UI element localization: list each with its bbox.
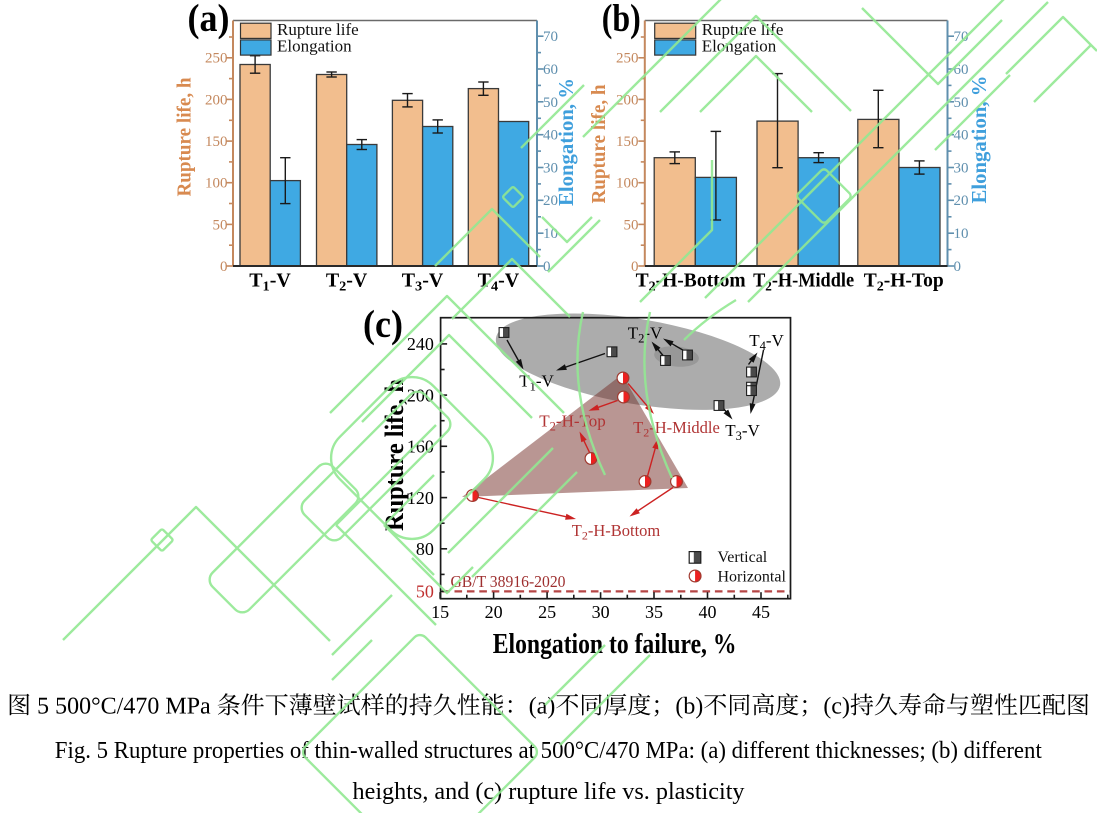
- svg-text:40: 40: [954, 128, 969, 144]
- svg-text:0: 0: [631, 259, 639, 275]
- svg-text:10: 10: [543, 226, 558, 242]
- svg-text:T4-V: T4-V: [749, 331, 784, 353]
- svg-text:50: 50: [416, 581, 434, 601]
- svg-text:80: 80: [416, 539, 434, 559]
- svg-text:0: 0: [954, 259, 962, 275]
- svg-text:T3-V: T3-V: [402, 271, 444, 295]
- svg-text:T2-H-Top: T2-H-Top: [539, 412, 605, 434]
- svg-text:(b): (b): [602, 0, 641, 40]
- svg-text:30: 30: [543, 160, 558, 176]
- svg-text:Elongation, %: Elongation, %: [967, 76, 991, 204]
- svg-text:T4-V: T4-V: [478, 271, 520, 295]
- svg-text:T2-H-Middle: T2-H-Middle: [753, 271, 854, 295]
- svg-text:150: 150: [616, 134, 639, 150]
- svg-text:(a): (a): [188, 0, 230, 40]
- svg-text:Elongation: Elongation: [277, 37, 352, 56]
- svg-text:T3-V: T3-V: [725, 421, 760, 443]
- svg-text:120: 120: [407, 488, 434, 508]
- svg-text:40: 40: [699, 602, 717, 622]
- svg-text:Rupture life, h: Rupture life, h: [174, 78, 196, 197]
- svg-text:50: 50: [624, 217, 639, 233]
- svg-text:100: 100: [616, 176, 639, 192]
- svg-text:50: 50: [954, 95, 969, 111]
- svg-text:Elongation: Elongation: [702, 37, 777, 56]
- svg-text:(c): (c): [363, 303, 403, 346]
- svg-text:50: 50: [213, 217, 228, 233]
- svg-text:240: 240: [407, 334, 434, 354]
- svg-text:Elongation to failure, %: Elongation to failure, %: [493, 628, 737, 660]
- svg-text:60: 60: [543, 62, 558, 78]
- svg-text:Rupture life, h: Rupture life, h: [588, 85, 610, 204]
- svg-text:200: 200: [205, 92, 228, 108]
- svg-text:T2-H-Top: T2-H-Top: [864, 271, 944, 295]
- svg-text:Elongation, %: Elongation, %: [554, 78, 578, 206]
- svg-text:250: 250: [205, 51, 228, 67]
- svg-text:GB/T 38916-2020: GB/T 38916-2020: [451, 572, 566, 591]
- svg-text:200: 200: [616, 92, 639, 108]
- svg-text:T2-V: T2-V: [326, 271, 368, 295]
- svg-text:0: 0: [543, 259, 551, 275]
- svg-text:30: 30: [954, 160, 969, 176]
- svg-text:60: 60: [954, 62, 969, 78]
- svg-text:50: 50: [543, 95, 558, 111]
- svg-text:40: 40: [543, 128, 558, 144]
- svg-text:T2-V: T2-V: [628, 324, 663, 346]
- svg-text:10: 10: [954, 226, 969, 242]
- svg-text:30: 30: [592, 602, 610, 622]
- svg-text:35: 35: [645, 602, 663, 622]
- svg-text:Rupture life: Rupture life: [277, 20, 359, 39]
- svg-text:20: 20: [954, 193, 969, 209]
- svg-text:70: 70: [954, 29, 969, 45]
- svg-text:Fig. 5 Rupture properties of t: Fig. 5 Rupture properties of thin-walled…: [55, 738, 1042, 764]
- svg-text:Horizontal: Horizontal: [718, 568, 787, 585]
- svg-text:25: 25: [538, 602, 556, 622]
- svg-text:200: 200: [407, 385, 434, 405]
- svg-text:20: 20: [543, 193, 558, 209]
- svg-text:T1-V: T1-V: [249, 271, 291, 295]
- svg-text:70: 70: [543, 29, 558, 45]
- svg-text:T2-H-Bottom: T2-H-Bottom: [572, 521, 661, 543]
- svg-text:Vertical: Vertical: [718, 549, 768, 566]
- svg-text:heights, and (c) rupture life: heights, and (c) rupture life vs. plasti…: [353, 779, 745, 805]
- svg-text:250: 250: [616, 51, 639, 67]
- svg-text:20: 20: [485, 602, 503, 622]
- svg-text:T2-H-Middle: T2-H-Middle: [633, 418, 720, 440]
- svg-text:150: 150: [205, 134, 228, 150]
- svg-text:45: 45: [752, 602, 770, 622]
- svg-text:100: 100: [205, 176, 228, 192]
- svg-text:0: 0: [220, 259, 228, 275]
- svg-text:15: 15: [431, 602, 449, 622]
